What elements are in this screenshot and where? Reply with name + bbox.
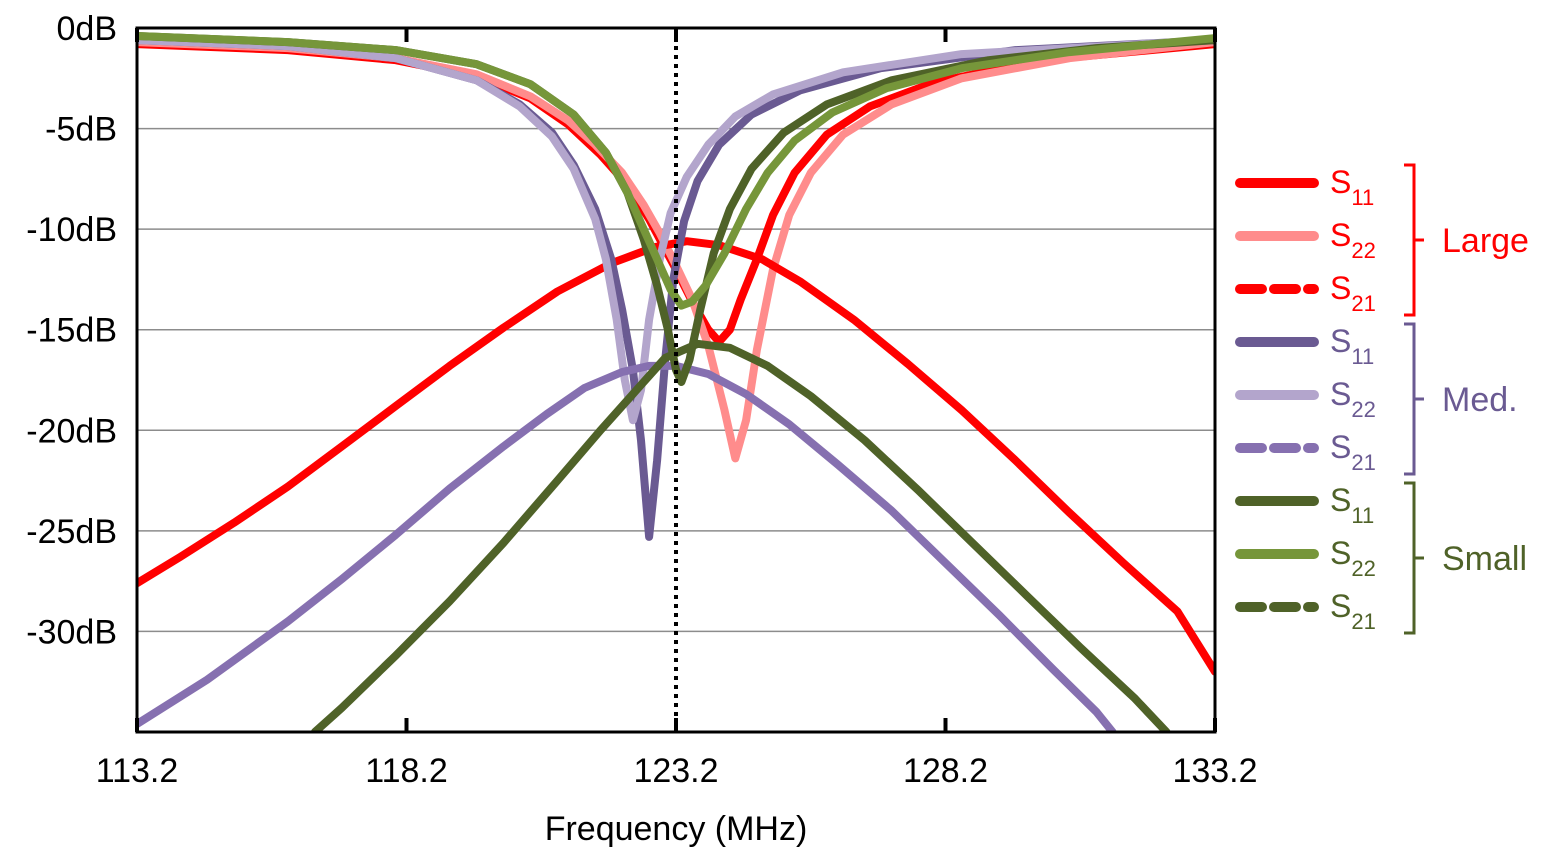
- y-tick-label: -30dB: [26, 613, 117, 651]
- legend-entry-label: S22: [1330, 376, 1376, 422]
- legend-entry-subscript: 21: [1351, 450, 1375, 475]
- series-lines: [137, 32, 1215, 732]
- legend-entry-label: S21: [1330, 588, 1376, 634]
- y-axis-ticks: 0dB -5dB -10dB -15dB -20dB -25dB -30dB: [26, 10, 117, 651]
- series-med-s21: [137, 361, 1117, 732]
- y-tick-label: 0dB: [57, 10, 118, 48]
- legend-entry-base: S: [1330, 376, 1351, 412]
- legend-entry-subscript: 11: [1351, 185, 1374, 210]
- x-tick-label: 128.2: [903, 752, 988, 790]
- legend-entry-base: S: [1330, 429, 1351, 465]
- legend-entry-label: S11: [1330, 482, 1374, 528]
- legend-entry-base: S: [1330, 482, 1351, 518]
- legend-bracket: [1404, 481, 1424, 635]
- legend-entry-label: S11: [1330, 164, 1374, 210]
- y-tick-label: -5dB: [45, 111, 117, 149]
- legend-entry-subscript: 22: [1351, 397, 1375, 422]
- legend: S11S22S21LargeS11S22S21Med.S11S22S21Smal…: [1235, 163, 1529, 635]
- x-tick-label: 133.2: [1172, 752, 1257, 790]
- legend-group-label: Small: [1442, 540, 1527, 578]
- legend-bracket: [1404, 163, 1424, 317]
- legend-entry-base: S: [1330, 217, 1351, 253]
- y-tick-label: -25dB: [26, 513, 117, 551]
- legend-entry-label: S22: [1330, 217, 1376, 263]
- legend-entry-subscript: 11: [1351, 344, 1374, 369]
- legend-entry-label: S21: [1330, 270, 1376, 316]
- legend-entry-base: S: [1330, 270, 1351, 306]
- x-axis-title: Frequency (MHz): [545, 810, 808, 848]
- series-small-s21: [310, 339, 1171, 732]
- y-tick-label: -20dB: [26, 412, 117, 450]
- legend-entry-label: S22: [1330, 535, 1376, 581]
- legend-group-label: Large: [1442, 222, 1529, 260]
- legend-entry-label: S21: [1330, 429, 1376, 475]
- x-tick-label: 113.2: [96, 752, 179, 790]
- series-small-s22: [137, 32, 1215, 310]
- x-tick-label: 118.2: [365, 752, 448, 790]
- legend-bracket: [1404, 322, 1424, 476]
- legend-entry-base: S: [1330, 588, 1351, 624]
- legend-entry-subscript: 22: [1351, 238, 1375, 263]
- series-large-s21: [137, 237, 1215, 676]
- legend-entry-base: S: [1330, 535, 1351, 571]
- y-tick-label: -15dB: [26, 312, 117, 350]
- legend-entry-subscript: 11: [1351, 503, 1374, 528]
- legend-entry-subscript: 21: [1351, 609, 1375, 634]
- series-med-s22: [137, 36, 1215, 425]
- legend-entry-subscript: 22: [1351, 556, 1375, 581]
- x-tick-label: 123.2: [633, 752, 718, 790]
- legend-entry-label: S11: [1330, 323, 1374, 369]
- legend-entry-subscript: 21: [1351, 291, 1375, 316]
- y-tick-label: -10dB: [26, 211, 117, 249]
- legend-entry-base: S: [1330, 164, 1351, 200]
- legend-entry-base: S: [1330, 323, 1351, 359]
- x-axis-ticks: 113.2 118.2 123.2 128.2 133.2: [96, 28, 1258, 790]
- legend-group-label: Med.: [1442, 381, 1518, 419]
